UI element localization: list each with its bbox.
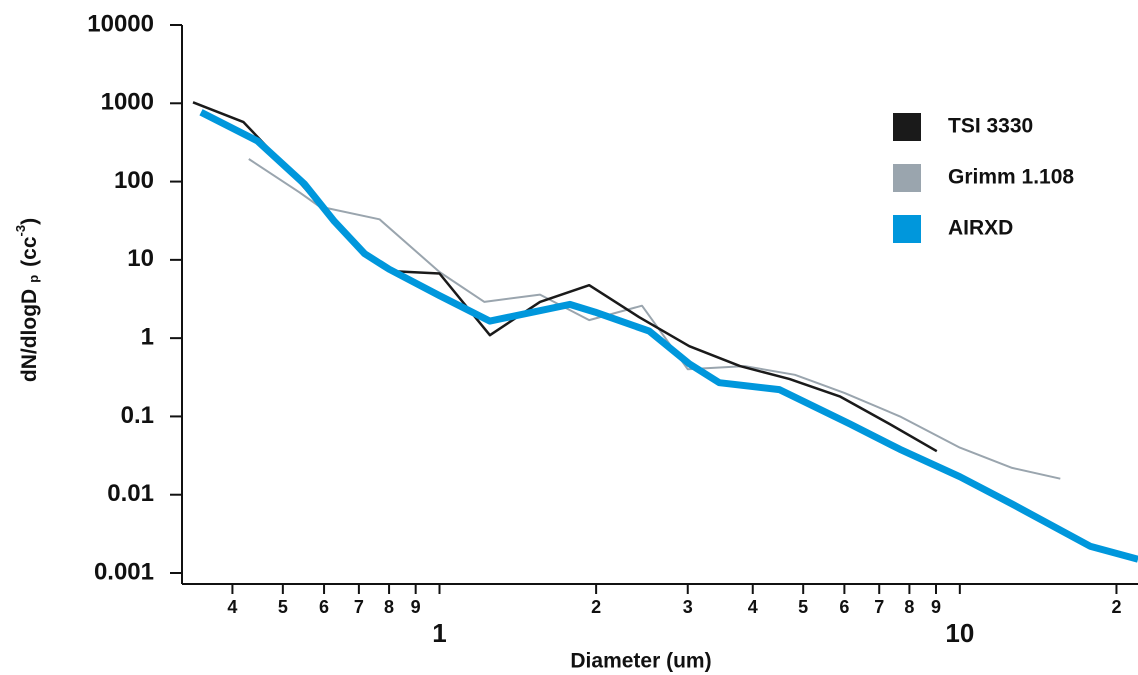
y-label-sub: p	[26, 275, 41, 283]
series-line	[192, 101, 938, 453]
y-label-unit: (cc	[18, 236, 41, 267]
series-line	[199, 109, 1138, 563]
legend-swatch	[893, 215, 921, 243]
x-tick-label: 2	[591, 597, 601, 617]
y-axis-label: dN/dlogD p (cc-3)	[13, 218, 41, 382]
y-tick-label: 0.1	[121, 402, 154, 429]
legend-label: Grimm 1.108	[948, 166, 1074, 189]
x-tick-label: 9	[931, 597, 941, 617]
y-tick-label: 100	[114, 167, 154, 194]
x-tick-label: 8	[384, 597, 394, 617]
legend-label: TSI 3330	[948, 115, 1033, 138]
x-tick-label: 4	[227, 597, 237, 617]
y-tick-label: 0.001	[94, 558, 154, 585]
x-tick-label: 3	[683, 597, 693, 617]
x-tick-label: 7	[874, 597, 884, 617]
x-tick-label: 6	[839, 597, 849, 617]
y-tick-label: 0.01	[107, 480, 154, 507]
x-tick-label: 5	[278, 597, 288, 617]
x-tick-label: 8	[904, 597, 914, 617]
series-line	[248, 158, 1061, 480]
y-tick-label: 1000	[101, 89, 154, 116]
x-axis-label: Diameter (um)	[570, 650, 711, 673]
x-tick-label: 7	[354, 597, 364, 617]
x-tick-label: 2	[1111, 597, 1121, 617]
x-tick-label: 1	[432, 618, 446, 648]
legend-label: AIRXD	[948, 217, 1013, 240]
y-label-close: )	[18, 218, 41, 225]
x-tick-label: 6	[319, 597, 329, 617]
x-tick-label: 5	[798, 597, 808, 617]
legend-swatch	[893, 164, 921, 192]
y-tick-label: 10	[127, 245, 154, 272]
y-tick-label: 1	[141, 323, 154, 350]
y-label-sup: -3	[13, 225, 28, 237]
plot-area	[192, 101, 1138, 563]
x-tick-label: 4	[748, 597, 758, 617]
y-tick-label: 10000	[87, 10, 154, 37]
legend-swatch	[893, 113, 921, 141]
y-label-main: dN/dlogD	[18, 289, 41, 382]
x-tick-label: 9	[411, 597, 421, 617]
x-tick-label: 10	[945, 618, 974, 648]
